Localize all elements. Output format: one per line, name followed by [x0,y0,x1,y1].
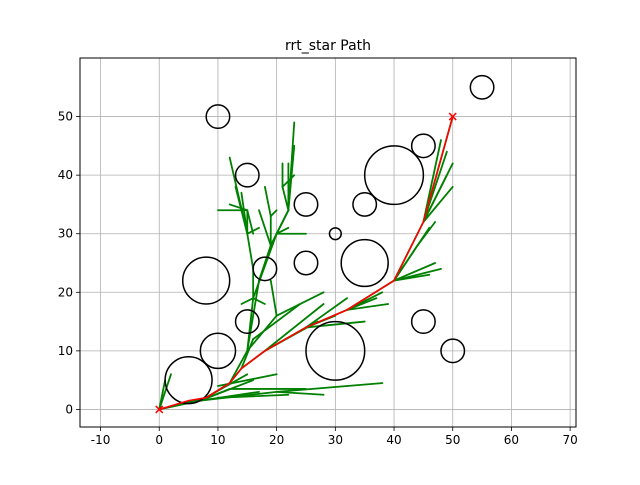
tree-edge [263,185,272,218]
tree-edge [281,174,296,188]
chart-title: rrt_star Path [285,38,371,54]
tree-edge [246,232,255,270]
axes-frame [79,57,577,428]
obstacle-circle [164,355,213,405]
obstacle-circle [181,256,231,305]
tree-edge [346,382,384,387]
obstacle-circle [352,191,378,217]
path-line [159,116,454,411]
obstacle-circle [410,309,436,335]
tree-edge [393,262,437,282]
ticks: -10 0 10 20 30 40 50 60 70 0 10 20 30 40 50 [58,110,578,447]
x-tick-label: 20 [269,433,284,447]
tree-edge [246,209,255,235]
goal-marker [448,112,457,121]
tree-edge [422,185,454,223]
y-tick-label: 20 [58,285,73,299]
y-tick-label: 0 [65,402,73,416]
obstacle-circle [340,238,389,288]
y-tick-label: 50 [58,110,73,124]
tree-edge [228,349,249,384]
obstacle-circle [199,332,237,370]
obstacle-circle [469,74,495,100]
markers [155,112,457,414]
x-tick-label: -10 [91,433,111,447]
obstacle-circle [328,227,342,241]
x-tick-label: 60 [504,433,519,447]
y-tick-label: 40 [58,168,73,182]
tree-edge [240,191,249,235]
path [159,116,454,411]
tree-edge [416,221,437,247]
tree-edge [258,209,272,247]
obstacle-circle [410,133,436,159]
tree-edge [199,390,260,402]
tree-edge [346,297,378,311]
x-tick-label: 50 [445,433,460,447]
tree-edge [275,390,325,396]
obstacle-circle [234,309,260,335]
tree-edge [263,303,325,352]
tree-edge [393,267,442,282]
tree-edge [258,244,272,282]
tree-edge [252,232,278,300]
tree-edge [275,209,290,235]
obstacle-circle [234,162,260,188]
y-tick-label: 30 [58,227,73,241]
start-marker [155,405,164,414]
tree-edge [269,209,278,218]
x-tick-label: 40 [386,433,401,447]
tree-edge [217,393,290,399]
tree-edge [269,279,278,317]
tree-edge [252,303,302,341]
obstacle-circle [205,104,231,130]
start-marker-stroke [155,405,164,414]
tree-edge [422,174,448,223]
tree-edge [240,338,255,370]
obstacle-circle [440,338,466,364]
tree-edge [346,303,390,311]
obstacle-circle [252,256,278,282]
tree-edge [275,291,325,317]
x-tick-label: 30 [328,433,343,447]
obstacle-circle [293,191,319,217]
tree-edge [275,385,348,393]
tree-edge [275,226,290,235]
axes-background [80,58,576,427]
x-tick-label: 0 [155,433,163,447]
tree-edge [305,320,366,329]
tree-edge [158,373,172,411]
grid [80,58,576,427]
tree-edge [281,185,290,212]
tree-edge [199,379,255,402]
tree-edge [240,297,255,305]
tree-edge [246,279,260,352]
x-tick-label: 70 [562,433,577,447]
obstacles [164,74,495,405]
x-tick-label: 10 [210,433,225,447]
tree-edge [252,297,266,305]
tree-edge [246,226,260,235]
tree-edge [305,297,348,329]
obstacle-circle [363,145,425,206]
tree-edge [269,232,278,247]
goal-marker-stroke [448,112,457,121]
y-tick-label: 10 [58,344,73,358]
obstacle-circle [293,250,319,276]
tree-edge [422,139,442,223]
obstacle-circle [305,320,366,381]
